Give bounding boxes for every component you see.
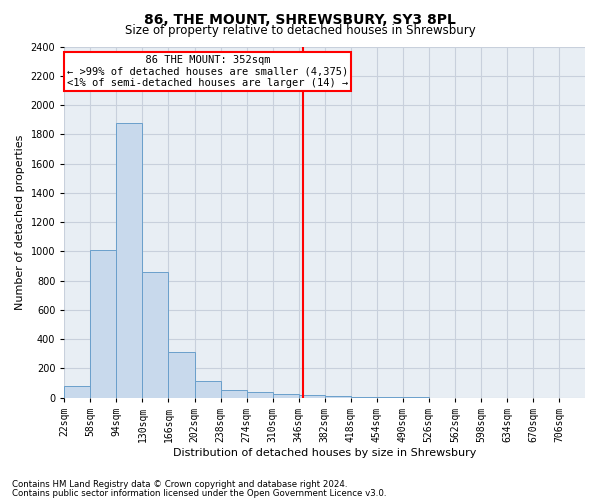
Bar [299,394,325,398]
Text: 86, THE MOUNT, SHREWSBURY, SY3 8PL: 86, THE MOUNT, SHREWSBURY, SY3 8PL [144,12,456,26]
Bar [272,394,299,398]
Bar [64,386,91,398]
Text: 86 THE MOUNT: 352sqm  
← >99% of detached houses are smaller (4,375)
<1% of semi: 86 THE MOUNT: 352sqm ← >99% of detached … [67,55,348,88]
Bar [194,381,221,398]
Y-axis label: Number of detached properties: Number of detached properties [15,134,25,310]
Bar [91,250,116,398]
Bar [116,122,142,398]
Bar [325,396,351,398]
Text: Size of property relative to detached houses in Shrewsbury: Size of property relative to detached ho… [125,24,475,37]
Text: Contains public sector information licensed under the Open Government Licence v3: Contains public sector information licen… [12,489,386,498]
Text: Contains HM Land Registry data © Crown copyright and database right 2024.: Contains HM Land Registry data © Crown c… [12,480,347,489]
Bar [169,352,194,398]
Bar [350,397,377,398]
Bar [221,390,247,398]
Bar [142,272,169,398]
X-axis label: Distribution of detached houses by size in Shrewsbury: Distribution of detached houses by size … [173,448,476,458]
Bar [247,392,272,398]
